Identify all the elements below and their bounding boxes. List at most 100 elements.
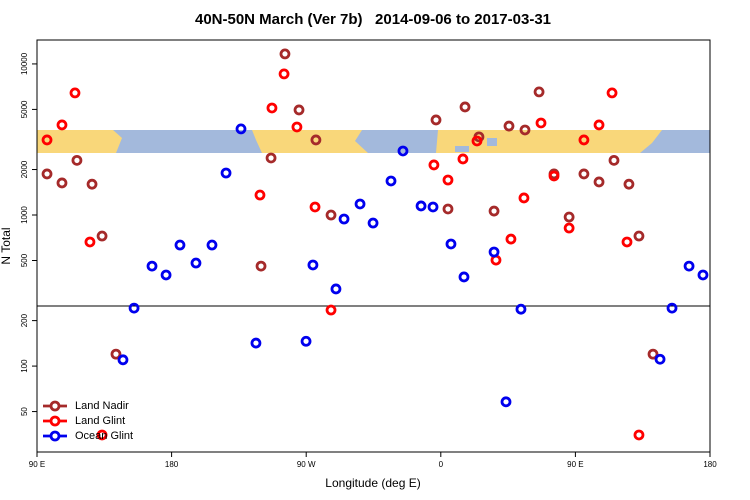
point	[128, 302, 140, 314]
point	[279, 48, 291, 60]
point	[548, 170, 560, 182]
point	[255, 260, 267, 272]
point	[397, 145, 409, 157]
point	[563, 211, 575, 223]
point	[309, 201, 321, 213]
point	[117, 354, 129, 366]
point	[330, 283, 342, 295]
point	[503, 120, 515, 132]
y-axis-label: N Total	[0, 227, 13, 264]
point	[654, 353, 666, 365]
point	[354, 198, 366, 210]
y-tick-label: 2000	[20, 160, 29, 178]
x-tick-label: 0	[439, 460, 444, 469]
point	[160, 269, 172, 281]
point	[623, 178, 635, 190]
point	[310, 134, 322, 146]
legend-marker	[49, 400, 61, 412]
point	[518, 192, 530, 204]
point	[385, 175, 397, 187]
point	[206, 239, 218, 251]
x-axis-label: Longitude (deg E)	[325, 476, 420, 490]
y-tick-label: 200	[20, 313, 29, 327]
point	[265, 152, 277, 164]
point	[110, 348, 122, 360]
point	[174, 239, 186, 251]
point	[278, 68, 290, 80]
y-tick-label: 10000	[20, 52, 29, 75]
legend-marker	[49, 430, 61, 442]
point	[697, 269, 709, 281]
y-tick-label: 50	[20, 407, 29, 416]
point	[325, 209, 337, 221]
point	[41, 134, 53, 146]
map-strip	[37, 130, 710, 153]
x-tick-label: 180	[703, 460, 717, 469]
point	[254, 189, 266, 201]
point	[427, 201, 439, 213]
point	[442, 174, 454, 186]
point	[633, 230, 645, 242]
point	[488, 205, 500, 217]
point	[666, 302, 678, 314]
x-tick-label: 90 W	[297, 460, 316, 469]
point	[56, 119, 68, 131]
point	[56, 177, 68, 189]
legend-label: Ocean Glint	[75, 430, 133, 442]
point	[235, 123, 247, 135]
point	[515, 303, 527, 315]
point	[505, 233, 517, 245]
point	[367, 217, 379, 229]
point	[250, 337, 262, 349]
x-tick-label: 90 E	[29, 460, 45, 469]
point	[442, 203, 454, 215]
point	[563, 222, 575, 234]
point	[220, 167, 232, 179]
point	[647, 348, 659, 360]
point	[41, 168, 53, 180]
point	[459, 101, 471, 113]
point	[291, 121, 303, 133]
point	[608, 154, 620, 166]
point	[578, 168, 590, 180]
point	[533, 86, 545, 98]
y-tick-label: 1000	[20, 206, 29, 224]
chart-title: 40N-50N March (Ver 7b) 2014-09-06 to 201…	[195, 11, 551, 28]
point	[96, 429, 108, 441]
point	[593, 119, 605, 131]
y-tick-label: 100	[20, 359, 29, 373]
point	[578, 134, 590, 146]
point	[293, 104, 305, 116]
point	[633, 429, 645, 441]
point	[445, 238, 457, 250]
y-tick-label: 5000	[20, 100, 29, 118]
point	[430, 114, 442, 126]
point	[338, 213, 350, 225]
point	[96, 230, 108, 242]
legend-label: Land Nadir	[75, 400, 129, 412]
point	[190, 257, 202, 269]
plot-frame	[36, 39, 711, 453]
legend-marker	[49, 415, 61, 427]
point	[471, 135, 483, 147]
point	[69, 87, 81, 99]
point	[266, 102, 278, 114]
point	[86, 178, 98, 190]
y-tick-label: 500	[20, 253, 29, 267]
point	[415, 200, 427, 212]
point	[683, 260, 695, 272]
point	[500, 396, 512, 408]
point	[428, 159, 440, 171]
point	[84, 236, 96, 248]
point	[307, 259, 319, 271]
point	[458, 271, 470, 283]
point	[71, 154, 83, 166]
point	[535, 117, 547, 129]
point	[593, 176, 605, 188]
point	[300, 335, 312, 347]
point	[606, 87, 618, 99]
point	[621, 236, 633, 248]
x-tick-label: 180	[165, 460, 179, 469]
point	[519, 124, 531, 136]
